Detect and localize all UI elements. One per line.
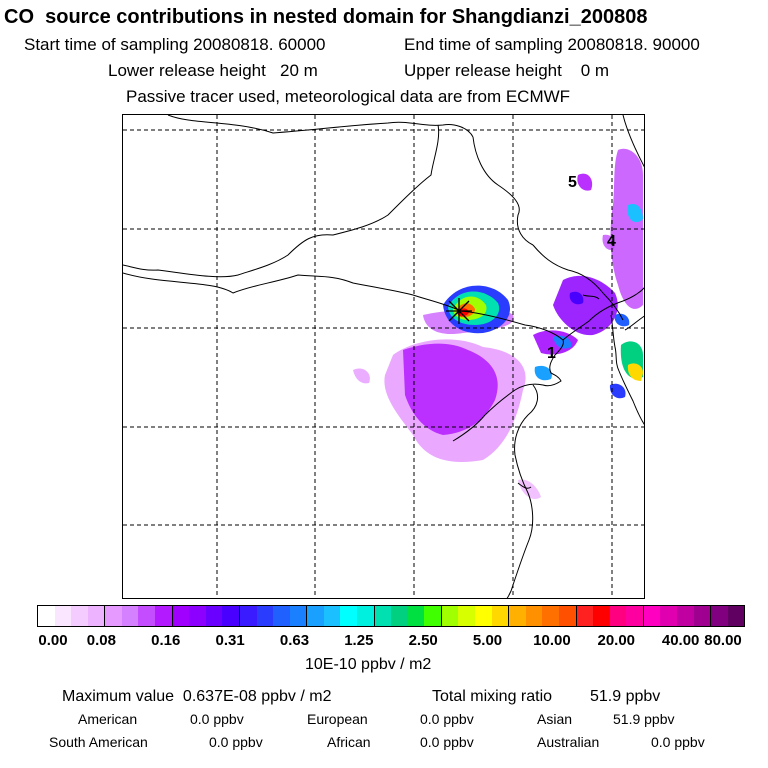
color-scale-swatch [458,606,476,626]
color-scale-swatch [171,606,190,626]
color-scale-swatch [273,606,290,626]
color-scale-swatch [593,606,610,626]
max-value-label: Maximum value 0.637E-08 ppbv / m2 [62,688,332,705]
color-scale-swatch [693,606,711,626]
start-time-label: Start time of sampling 20080818. 60000 [24,35,326,54]
color-scale-swatch [727,606,745,626]
color-scale-tick-label: 5.00 [472,632,503,649]
color-scale-swatch [440,606,459,626]
color-scale-swatch [238,606,257,626]
color-scale-tick-label: 80.00 [704,632,742,649]
region-african-value: 0.0 ppbv [420,734,474,750]
color-scale-tick-label: 1.25 [344,632,374,649]
region-asian-name: Asian [537,711,573,727]
color-scale-swatch [71,606,88,626]
color-scale-swatch [205,606,223,626]
color-scale-swatch [155,606,172,626]
graticule [123,115,644,598]
color-scale-swatch [558,606,576,626]
region-european-value: 0.0 ppbv [420,711,474,727]
map-label-1: 1 [547,345,556,362]
color-scale-swatch [676,606,694,626]
color-scale-swatch [525,606,543,626]
color-scale-swatch [340,606,357,626]
color-scale-bar [37,605,745,627]
region-african-name: African [327,734,371,750]
color-scale-tick-label: 0.08 [86,632,116,649]
receptor-marker [446,298,472,324]
color-scale-tick-label: 10.00 [533,632,571,649]
upper-release-label: Upper release height 0 m [404,61,610,80]
color-scale-swatch [542,606,559,626]
color-scale-tick-label: 0.16 [151,632,181,649]
color-scale-swatch [373,606,392,626]
region-australian-value: 0.0 ppbv [651,734,705,750]
color-scale-tick-label: 2.50 [408,632,438,649]
plume-low [353,148,643,500]
color-scale-swatch [642,606,661,626]
color-scale-swatch [491,606,509,626]
color-scale-swatch [104,606,122,626]
color-scale-tick-label: 0.63 [279,632,310,649]
coastlines [123,115,644,598]
color-scale-swatch [710,606,728,626]
color-scale-swatch [626,606,643,626]
lower-release-label: Lower release height 20 m [108,61,318,80]
region-australian-name: Australian [537,734,600,750]
color-scale-swatch [323,606,341,626]
color-scale-swatch [87,606,105,626]
region-european-name: European [307,711,368,727]
total-mixing-value: 51.9 ppbv [590,688,661,705]
color-scale-swatch [508,606,526,626]
color-scale-swatch [256,606,274,626]
region-asian-value: 51.9 ppbv [613,711,675,727]
color-scale-swatch [222,606,239,626]
region-american-name: American [78,711,138,727]
color-scale-swatch [609,606,627,626]
tracer-note: Passive tracer used, meteorological data… [126,87,571,106]
map-label-5: 5 [568,174,577,191]
color-scale-tick-label: 0.00 [38,632,68,649]
color-scale-swatch [121,606,139,626]
color-scale-swatch [391,606,408,626]
color-scale-swatch [660,606,677,626]
map-canvas: 5 4 1 [123,115,644,598]
color-scale-swatch [189,606,206,626]
end-time-label: End time of sampling 20080818. 90000 [404,35,700,54]
color-scale-swatch [306,606,324,626]
region-american-value: 0.0 ppbv [190,711,244,727]
region-south-american-value: 0.0 ppbv [209,734,263,750]
color-scale-tick-label: 0.31 [215,632,245,649]
map-label-4: 4 [607,233,616,250]
map-panel: 5 4 1 [122,114,645,599]
color-scale-swatch [54,606,72,626]
unit-label: 10E-10 ppbv / m2 [305,656,432,673]
color-scale-swatch [138,606,156,626]
color-scale-swatch [356,606,374,626]
color-scale-swatch [407,606,425,626]
color-scale-swatch [424,606,441,626]
color-scale-swatch [475,606,492,626]
plot-title: CO source contributions in nested domain… [4,6,648,28]
total-mixing-label: Total mixing ratio [432,688,553,705]
color-scale-swatch [38,606,55,626]
color-scale-swatch [575,606,594,626]
color-scale-swatch [289,606,307,626]
region-south-american-name: South American [49,734,148,750]
color-scale-tick-label: 20.00 [597,632,636,649]
color-scale-tick-label: 40.00 [661,632,700,649]
